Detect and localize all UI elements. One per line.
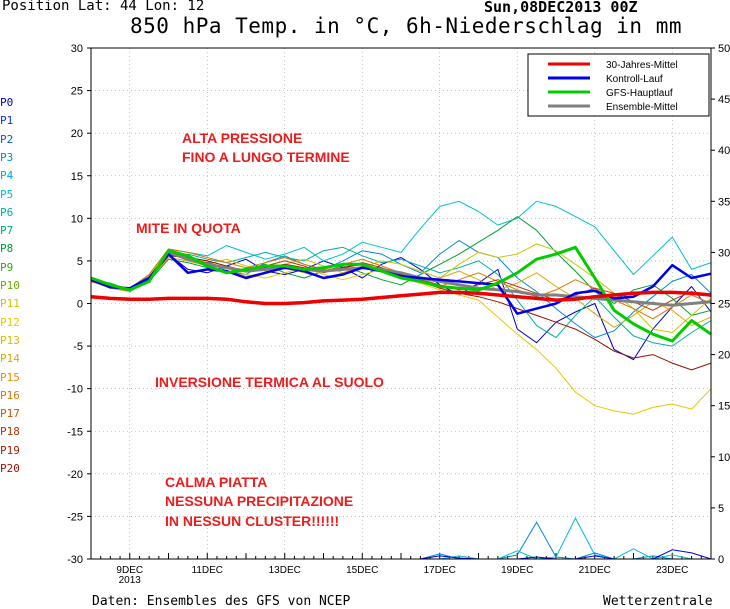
member-label: P19 — [0, 443, 20, 457]
y-tick-label-left: 5 — [77, 256, 83, 268]
y-tick-label-left: 10 — [71, 213, 83, 225]
y-tick-label-right: 0 — [718, 554, 724, 566]
member-label: P13 — [0, 333, 20, 347]
annotation-text: NESSUNA PRECIPITAZIONE — [165, 493, 353, 509]
annotation-text: IN NESSUN CLUSTER!!!!!! — [165, 513, 339, 529]
legend-label: 30-Jahres-Mittel — [606, 60, 678, 71]
chart-title: 850 hPa Temp. in °C, 6h-Niederschlag in … — [130, 14, 683, 38]
precip-line — [420, 521, 711, 560]
annotation-text: CALMA PIATTA — [165, 474, 267, 490]
member-label: P7 — [0, 224, 14, 238]
member-label: P6 — [0, 205, 14, 219]
precip-line — [420, 517, 711, 560]
member-label: P18 — [0, 425, 20, 439]
series-line — [90, 245, 712, 343]
series-line — [90, 246, 712, 347]
footer-source: Daten: Ensembles des GFS von NCEP — [92, 594, 351, 609]
y-tick-label-left: -10 — [67, 384, 83, 396]
member-label: P16 — [0, 388, 20, 402]
y-tick-label-left: -25 — [67, 511, 83, 523]
y-tick-label-left: -30 — [67, 554, 83, 566]
member-label: P2 — [0, 132, 14, 146]
series-line — [90, 252, 712, 315]
annotations: ALTA PRESSIONE FINO A LUNGO TERMINE MITE I… — [136, 130, 384, 529]
member-label: P10 — [0, 279, 20, 292]
y-tick-label-right: 25 — [718, 299, 730, 311]
temperature-series — [90, 200, 712, 415]
member-label: P20 — [0, 462, 20, 475]
x-tick-label: 11DEC — [192, 565, 224, 576]
grid — [91, 48, 711, 559]
y-tick-label-left: -5 — [73, 341, 83, 353]
member-label: P17 — [0, 407, 20, 421]
y-tick-label-right: 50 — [718, 43, 730, 55]
series-line — [90, 200, 712, 291]
y-tick-label-left: -20 — [67, 469, 83, 481]
annotation-text: ALTA PRESSIONE — [182, 130, 302, 146]
y-axis-left: 30 25 20 15 10 5 0 -5 -10 -15 -20 -25 -30 — [67, 43, 91, 566]
x-tick-label: 19DEC — [501, 565, 533, 576]
x-tick-sublabel: 2013 — [119, 575, 142, 586]
legend: 30-Jahres-Mittel Kontroll-Lauf GFS-Hauptla… — [527, 53, 710, 117]
y-tick-label-left: -15 — [67, 426, 83, 438]
member-label: P3 — [0, 150, 14, 164]
member-label: P0 — [0, 96, 14, 109]
header-position: Position Lat: 44 Lon: 12 — [2, 0, 205, 14]
x-tick-label: 13DEC — [269, 565, 301, 576]
member-label: P15 — [0, 370, 20, 384]
y-tick-label-right: 15 — [718, 401, 730, 413]
y-tick-label-right: 45 — [718, 94, 730, 106]
member-label: P4 — [0, 169, 14, 183]
y-tick-label-right: 40 — [718, 145, 730, 157]
x-tick-label: 17DEC — [424, 565, 456, 576]
y-tick-label-left: 0 — [77, 299, 83, 311]
y-tick-label-left: 25 — [71, 86, 83, 98]
x-tick-label: 23DEC — [656, 565, 688, 576]
x-tick-label: 21DEC — [579, 565, 611, 576]
footer-brand: Wetterzentrale — [603, 594, 713, 609]
y-tick-label-left: 30 — [71, 43, 83, 55]
x-tick-label: 15DEC — [346, 565, 378, 576]
member-label: P12 — [0, 315, 20, 329]
y-tick-label-right: 30 — [718, 247, 730, 259]
y-tick-label-left: 20 — [71, 128, 83, 140]
x-tick-label: 9DEC — [116, 565, 143, 576]
legend-label: GFS-Hauptlauf — [606, 88, 673, 99]
plot-frame — [90, 47, 712, 560]
y-tick-label-right: 20 — [718, 350, 730, 362]
series-line — [90, 290, 712, 306]
y-tick-label-right: 10 — [718, 452, 730, 464]
member-label: P1 — [0, 114, 14, 128]
member-label: P8 — [0, 242, 14, 256]
legend-label: Ensemble-Mittel — [606, 102, 678, 113]
annotation-text: INVERSIONE TERMICA AL SUOLO — [155, 374, 384, 390]
member-label: P5 — [0, 187, 14, 201]
member-label: P11 — [0, 297, 20, 311]
member-label: P9 — [0, 260, 14, 274]
y-tick-label-right: 35 — [718, 196, 730, 208]
legend-label: Kontroll-Lauf — [606, 74, 663, 85]
precip-series — [420, 517, 712, 560]
annotation-text: FINO A LUNGO TERMINE — [182, 149, 350, 165]
annotation-text: MITE IN QUOTA — [136, 220, 241, 236]
header-date: Sun,08DEC2013 00Z — [484, 0, 638, 16]
y-tick-label-right: 5 — [718, 503, 724, 515]
y-tick-label-left: 15 — [71, 171, 83, 183]
member-label: P14 — [0, 352, 20, 366]
